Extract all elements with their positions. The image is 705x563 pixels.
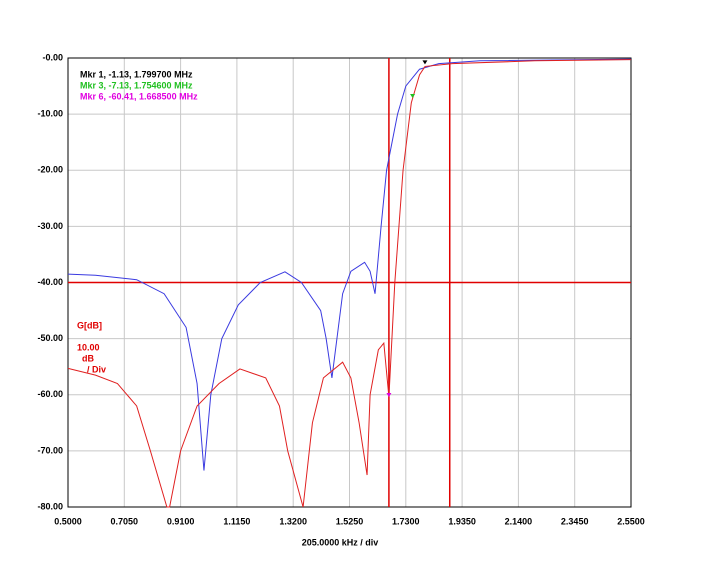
marker: [410, 94, 416, 99]
y-tick-label: -40.00: [37, 277, 63, 287]
y-unit-label: G[dB]: [77, 320, 102, 330]
marker: [422, 60, 428, 65]
y-tick-label: -60.00: [37, 389, 63, 399]
marker-label: Mkr 6, -60.41, 1.668500 MHz: [80, 91, 198, 101]
scale-label: dB: [82, 353, 94, 363]
marker: [386, 393, 392, 398]
x-axis-label: 205.0000 kHz / div: [302, 537, 379, 547]
y-tick-label: -70.00: [37, 445, 63, 455]
y-tick-label: -10.00: [37, 109, 63, 119]
marker-label: Mkr 3, -7.13, 1.754600 MHz: [80, 80, 193, 90]
y-tick-label: -80.00: [37, 501, 63, 511]
y-tick-label: -20.00: [37, 165, 63, 175]
x-tick-label: 1.3200: [279, 516, 307, 526]
scale-label: / Div: [87, 364, 106, 374]
x-tick-label: 2.1400: [505, 516, 533, 526]
x-tick-label: 1.7300: [392, 516, 420, 526]
x-tick-label: 0.7050: [111, 516, 139, 526]
series-line: [67, 58, 632, 471]
y-tick-label: -0.00: [42, 52, 63, 62]
series-line: [67, 59, 632, 508]
x-tick-label: 2.5500: [617, 516, 645, 526]
x-tick-label: 2.3450: [561, 516, 589, 526]
x-tick-label: 1.9350: [448, 516, 476, 526]
x-tick-label: 1.5250: [336, 516, 364, 526]
y-tick-label: -50.00: [37, 333, 63, 343]
scale-label: 10.00: [77, 342, 100, 352]
marker-label: Mkr 1, -1.13, 1.799700 MHz: [80, 69, 193, 79]
x-tick-label: 0.9100: [167, 516, 195, 526]
x-tick-label: 0.5000: [54, 516, 82, 526]
y-tick-label: -30.00: [37, 221, 63, 231]
x-tick-label: 1.1150: [223, 516, 250, 526]
